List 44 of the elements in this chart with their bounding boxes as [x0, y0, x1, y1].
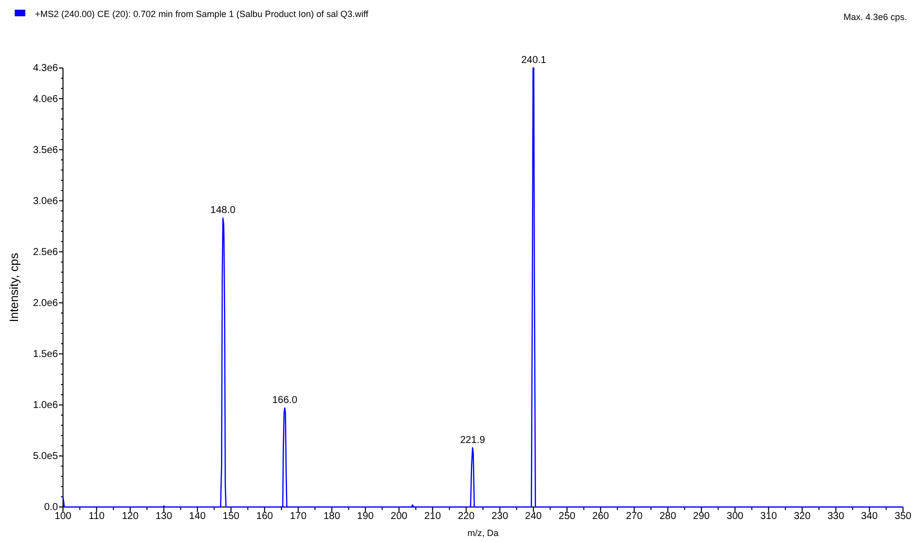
x-tick-label: 170 — [290, 511, 307, 522]
x-tick-label: 300 — [726, 511, 744, 522]
x-tick-label: 210 — [424, 511, 442, 522]
y-tick-label: 1.5e6 — [32, 349, 58, 360]
x-tick-label: 290 — [693, 511, 710, 522]
x-tick-label: 180 — [323, 511, 341, 522]
x-tick-label: 330 — [827, 511, 845, 522]
x-tick-label: 260 — [592, 511, 610, 522]
text: Max. 4.3e6 cps. — [843, 12, 907, 22]
y-tick-label: 1.0e6 — [32, 400, 58, 412]
x-tick-label: 110 — [88, 511, 106, 522]
x-tick-label: 160 — [256, 511, 274, 522]
x-tick-label: 350 — [894, 511, 912, 522]
legend-label: +MS2 (240.00) CE (20): 0.702 min from Sample 1 (Salbu Product Ion) of sal Q3.wiff — [35, 9, 369, 19]
x-tick-label: 200 — [390, 511, 408, 522]
x-tick-label: 280 — [659, 511, 677, 522]
x-axis-title: m/z, Da — [467, 528, 499, 538]
annotation: 221.9 — [460, 434, 486, 446]
y-tick-label: 4.0e6 — [32, 94, 58, 105]
x-tick-label: 220 — [458, 511, 475, 522]
y-tick-label: 4.3e6 — [32, 63, 58, 74]
annotation: 148.0 — [210, 205, 236, 216]
y-tick-label: 3.5e6 — [32, 144, 58, 156]
y-tick-label: 2.5e6 — [32, 246, 58, 258]
x-tick-label: 230 — [491, 511, 509, 522]
annotation: 166.0 — [272, 394, 298, 406]
x-tick-label: 270 — [626, 511, 643, 522]
x-tick-label: 130 — [155, 511, 173, 522]
x-tick-label: 320 — [794, 511, 811, 522]
x-tick-label: 340 — [861, 511, 878, 522]
y-tick-label: 2.0e6 — [32, 298, 58, 310]
y-tick-label: 0.0 — [44, 502, 58, 514]
annotation: 240.1 — [521, 55, 547, 66]
x-tick-label: 310 — [760, 511, 778, 522]
x-tick-label: 100 — [54, 511, 72, 522]
x-tick-label: 140 — [189, 511, 206, 522]
x-tick-label: 250 — [558, 511, 576, 522]
y-tick-label: 3.0e6 — [32, 196, 58, 207]
x-tick-label: 120 — [122, 511, 139, 522]
y-tick-label: 5.0e5 — [32, 451, 58, 462]
x-tick-label: 240 — [525, 511, 542, 522]
y-axis-title: Intensity, cps — [7, 252, 21, 322]
x-tick-label: 150 — [222, 511, 240, 522]
x-tick-label: 190 — [357, 511, 374, 522]
